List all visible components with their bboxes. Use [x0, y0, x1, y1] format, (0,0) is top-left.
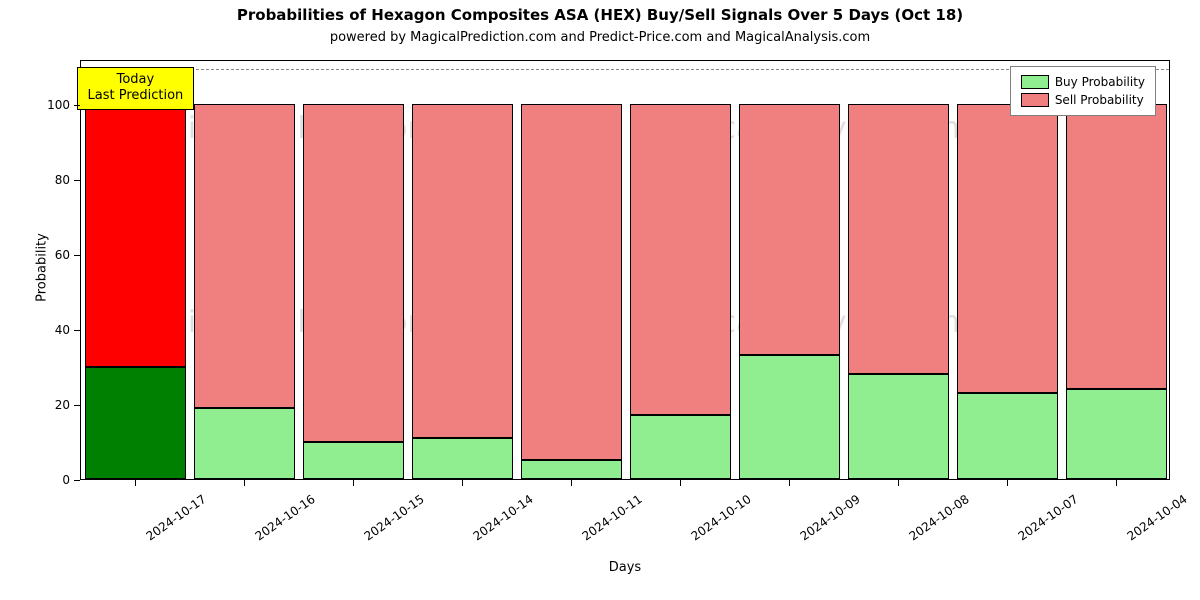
chart-root: Probabilities of Hexagon Composites ASA … [0, 0, 1200, 600]
bar-buy [739, 355, 839, 479]
x-tick-label: 2024-10-04 [1124, 492, 1189, 543]
bar-buy [521, 460, 621, 479]
bar-buy [957, 393, 1057, 479]
bar-group [957, 59, 1057, 479]
legend-label: Sell Probability [1055, 91, 1144, 109]
x-tick-label: 2024-10-10 [688, 492, 753, 543]
bar-group [303, 59, 403, 479]
legend-item: Buy Probability [1021, 73, 1145, 91]
bar-buy [85, 367, 185, 480]
y-tick-label: 0 [30, 473, 70, 487]
bar-sell [739, 104, 839, 355]
x-tick [789, 480, 790, 486]
bar-sell [303, 104, 403, 442]
x-tick [353, 480, 354, 486]
x-tick-label: 2024-10-17 [143, 492, 208, 543]
bar-sell [957, 104, 1057, 393]
x-tick [898, 480, 899, 486]
x-tick [1116, 480, 1117, 486]
y-tick [74, 255, 80, 256]
bar-sell [194, 104, 294, 408]
x-tick-label: 2024-10-09 [797, 492, 862, 543]
y-tick-label: 60 [30, 248, 70, 262]
y-axis-label: Probability [35, 228, 50, 308]
y-tick [74, 180, 80, 181]
bar-group [194, 59, 294, 479]
bar-group [85, 59, 185, 479]
x-tick [1007, 480, 1008, 486]
legend-item: Sell Probability [1021, 91, 1145, 109]
bar-sell [630, 104, 730, 415]
chart-title: Probabilities of Hexagon Composites ASA … [0, 6, 1200, 24]
x-tick [462, 480, 463, 486]
x-tick-label: 2024-10-07 [1015, 492, 1080, 543]
y-tick-label: 20 [30, 398, 70, 412]
bar-group [1066, 59, 1166, 479]
legend: Buy ProbabilitySell Probability [1010, 66, 1156, 116]
x-tick-label: 2024-10-14 [470, 492, 535, 543]
bar-buy [848, 374, 948, 479]
x-tick [244, 480, 245, 486]
bar-buy [194, 408, 294, 479]
x-tick-label: 2024-10-08 [906, 492, 971, 543]
bar-buy [303, 442, 403, 480]
bar-sell [85, 104, 185, 367]
x-axis-label: Days [80, 560, 1170, 575]
y-tick [74, 330, 80, 331]
bar-buy [1066, 389, 1166, 479]
y-tick-label: 80 [30, 173, 70, 187]
x-tick-label: 2024-10-16 [252, 492, 317, 543]
plot-area: MagicalAnalysis.comMagicalAnalysis.comMa… [80, 60, 1170, 480]
bar-buy [412, 438, 512, 479]
bar-group [848, 59, 948, 479]
x-tick [680, 480, 681, 486]
y-tick-label: 40 [30, 323, 70, 337]
today-annotation: Today Last Prediction [77, 67, 195, 110]
bar-group [739, 59, 839, 479]
bar-sell [521, 104, 621, 460]
y-tick [74, 405, 80, 406]
legend-swatch [1021, 93, 1049, 107]
y-tick-label: 100 [30, 98, 70, 112]
x-tick-label: 2024-10-15 [361, 492, 426, 543]
bar-sell [848, 104, 948, 374]
bar-sell [412, 104, 512, 438]
bar-group [521, 59, 621, 479]
bar-group [630, 59, 730, 479]
y-tick [74, 105, 80, 106]
bar-buy [630, 415, 730, 479]
bar-sell [1066, 104, 1166, 389]
x-tick [135, 480, 136, 486]
legend-label: Buy Probability [1055, 73, 1145, 91]
y-tick [74, 480, 80, 481]
x-tick-label: 2024-10-11 [579, 492, 644, 543]
bar-group [412, 59, 512, 479]
x-tick [571, 480, 572, 486]
chart-subtitle: powered by MagicalPrediction.com and Pre… [0, 30, 1200, 45]
legend-swatch [1021, 75, 1049, 89]
